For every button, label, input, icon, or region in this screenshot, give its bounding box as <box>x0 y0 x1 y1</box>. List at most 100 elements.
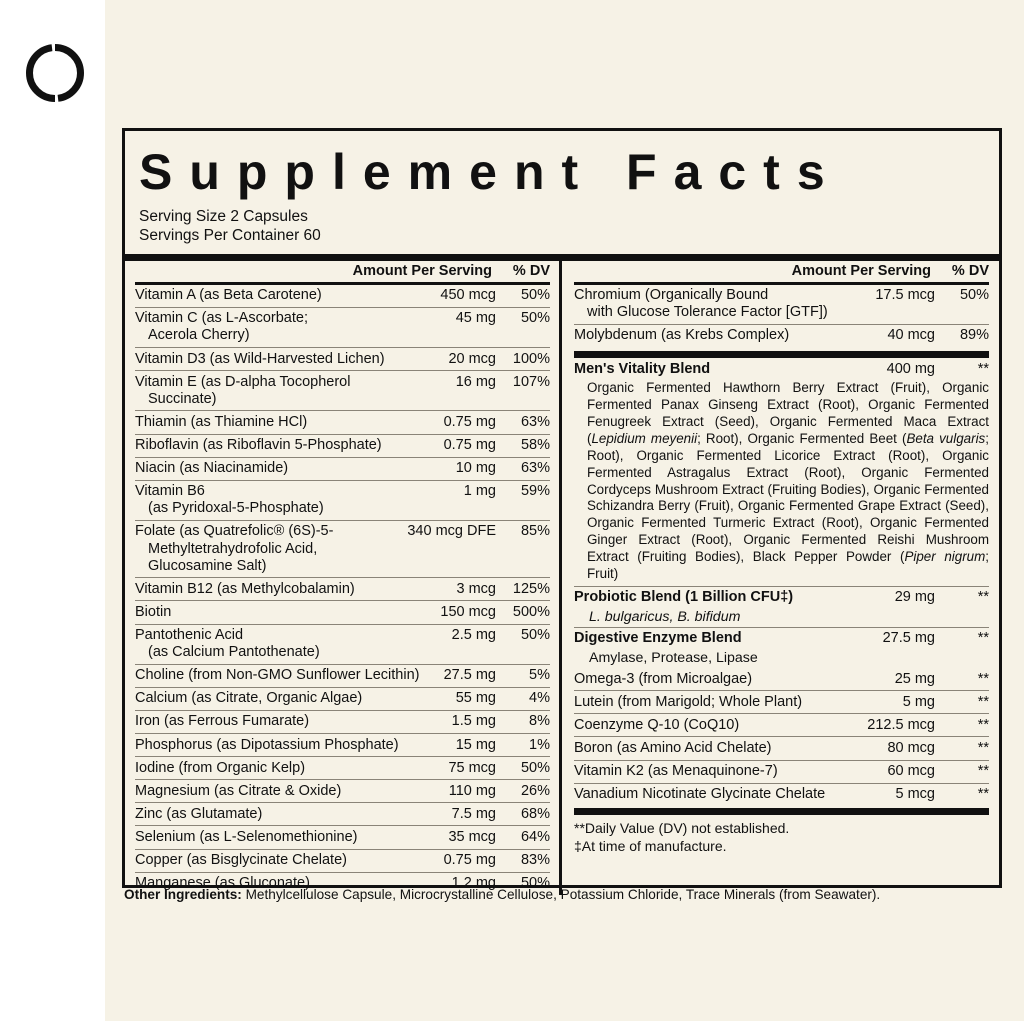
nutrient-dv: 58% <box>520 437 550 454</box>
nutrient-amount: 16 mg <box>455 373 496 390</box>
probiotic-blend-amount: 29 mg <box>894 589 935 606</box>
nutrient-name: Vitamin D3 (as Wild-Harvested Lichen) <box>135 350 385 367</box>
nutrient-name: Phosphorus (as Dipotassium Phosphate) <box>135 736 399 753</box>
nutrient-amount: 0.75 mg <box>443 413 496 430</box>
nutrient-amount: 40 mcg <box>887 327 935 344</box>
facts-columns: Amount Per Serving % DV Vitamin A (as Be… <box>125 260 999 895</box>
nutrient-name: Choline (from Non-GMO Sunflower Lecithin… <box>135 667 420 684</box>
footnote-time-of-manufacture: ‡At time of manufacture. <box>574 837 727 854</box>
nutrient-dv: 50% <box>520 759 550 776</box>
nutrient-amount: 212.5 mcg <box>867 716 935 733</box>
servings-per-container: Servings Per Container 60 <box>139 227 321 245</box>
table-row: Vitamin B12 (as Methylcobalamin) 3 mcg 125… <box>135 577 550 600</box>
nutrient-amount: 20 mcg <box>448 350 496 367</box>
nutrient-amount: 15 mg <box>455 736 496 753</box>
probiotic-blend-dv: ** <box>977 589 989 606</box>
nutrient-amount: 450 mcg <box>440 287 496 304</box>
table-row: Riboflavin (as Riboflavin 5-Phosphate) 0.… <box>135 433 550 457</box>
table-row: Niacin (as Niacinamide) 10 mg 63% <box>135 456 550 480</box>
nutrient-amount: 110 mg <box>448 782 496 799</box>
other-ingredients-text: Methylcellulose Capsule, Microcrystallin… <box>241 887 881 902</box>
nutrient-dv: 63% <box>520 460 550 477</box>
nutrient-amount: 0.75 mg <box>443 437 496 454</box>
table-row: Choline (from Non-GMO Sunflower Lecithin… <box>135 663 550 687</box>
table-row: Thiamin (as Thiamine HCl) 0.75 mg 63% <box>135 410 550 433</box>
nutrient-name: Coenzyme Q-10 (CoQ10) <box>574 716 740 733</box>
nutrient-name: Vanadium Nicotinate Glycinate Chelate <box>574 786 826 803</box>
header-percent-dv-right: % DV <box>951 262 989 279</box>
nutrient-dv: 63% <box>520 413 550 430</box>
table-row: Lutein (from Marigold; Whole Plant) 5 mg *… <box>574 690 989 713</box>
nutrient-amount: 7.5 mg <box>451 805 496 822</box>
nutrient-dv: 50% <box>959 287 989 304</box>
table-row: Pantothenic Acid (as Calcium Pantothenate… <box>135 623 550 664</box>
nutrient-dv: 26% <box>520 782 550 799</box>
vitality-blend-row: Men's Vitality Blend 400 mg ** <box>574 358 989 380</box>
table-row: Molybdenum (as Krebs Complex) 40 mcg 89% <box>574 323 989 347</box>
divider-thick-top <box>125 253 999 261</box>
nutrient-name: Vitamin B6 (as Pyridoxal-5-Phosphate) <box>135 483 464 517</box>
nutrient-name: Riboflavin (as Riboflavin 5-Phosphate) <box>135 437 382 454</box>
right-other-rows: Omega-3 (from Microalgae) 25 mg ** Lutein (… <box>574 668 989 806</box>
nutrient-name: Calcium (as Citrate, Organic Algae) <box>135 690 363 707</box>
nutrient-dv: 89% <box>959 327 989 344</box>
nutrient-dv: 100% <box>512 350 550 367</box>
nutrient-sub-line: Methyltetrahydrofolic Acid, Glucosamine … <box>148 540 318 574</box>
left-nutrient-rows: Vitamin A (as Beta Carotene) 450 mcg 50% Vi… <box>135 285 550 895</box>
nutrient-name: Thiamin (as Thiamine HCl) <box>135 413 308 430</box>
nutrient-dv: ** <box>977 670 989 687</box>
nutrient-dv: 107% <box>512 373 550 390</box>
nutrient-dv: ** <box>977 786 989 803</box>
nutrient-dv: 50% <box>520 875 550 892</box>
table-row: Selenium (as L-Selenomethionine) 35 mcg 64… <box>135 825 550 848</box>
enzyme-blend-row: Digestive Enzyme Blend 27.5 mg ** <box>574 626 989 650</box>
divider-under-right-header <box>574 281 989 285</box>
nutrient-dv: ** <box>977 763 989 780</box>
table-row: Iron (as Ferrous Fumarate) 1.5 mg 8% <box>135 709 550 733</box>
nutrient-dv: 68% <box>520 805 550 822</box>
serving-info: Serving Size 2 Capsules Servings Per Con… <box>125 201 999 250</box>
enzyme-blend-name: Digestive Enzyme Blend <box>574 630 742 647</box>
nutrient-amount: 17.5 mcg <box>875 287 935 304</box>
header-amount-per-serving-right: Amount Per Serving <box>791 262 931 279</box>
split-ring-logo-icon <box>24 42 86 104</box>
nutrient-name: Vitamin C (as L-Ascorbate; Acerola Cherry… <box>135 310 456 344</box>
table-row: Omega-3 (from Microalgae) 25 mg ** <box>574 668 989 690</box>
table-row: Magnesium (as Citrate & Oxide) 110 mg 26% <box>135 779 550 802</box>
nutrient-name: Vitamin K2 (as Menaquinone-7) <box>574 763 778 780</box>
right-column: Amount Per Serving % DV Chromium (Organi… <box>562 261 999 895</box>
table-row: Iodine (from Organic Kelp) 75 mcg 50% <box>135 756 550 779</box>
table-row: Biotin 150 mcg 500% <box>135 600 550 623</box>
nutrient-name: Boron (as Amino Acid Chelate) <box>574 739 772 756</box>
nutrient-name: Folate (as Quatrefolic® (6S)-5- Methyltet… <box>135 523 407 574</box>
nutrient-dv: 8% <box>529 713 550 730</box>
nutrient-dv: 50% <box>520 287 550 304</box>
nutrient-name: Iodine (from Organic Kelp) <box>135 759 306 776</box>
nutrient-sub-line: Acerola Cherry) <box>148 327 250 344</box>
nutrient-name: Omega-3 (from Microalgae) <box>574 670 753 687</box>
table-row: Zinc (as Glutamate) 7.5 mg 68% <box>135 802 550 825</box>
nutrient-amount: 3 mcg <box>456 580 497 597</box>
vitality-blend-dv: ** <box>977 360 989 377</box>
nutrient-dv: 125% <box>512 580 550 597</box>
table-row: Copper (as Bisglycinate Chelate) 0.75 mg 8… <box>135 848 550 872</box>
nutrient-name: Niacin (as Niacinamide) <box>135 460 289 477</box>
right-mineral-rows: Chromium (Organically Bound with Glucose … <box>574 285 989 347</box>
nutrient-name: Pantothenic Acid (as Calcium Pantothenate… <box>135 627 452 661</box>
table-row: Vitamin K2 (as Menaquinone-7) 60 mcg ** <box>574 759 989 783</box>
probiotic-blend-row: Probiotic Blend (1 Billion CFU‡) 29 mg *… <box>574 585 989 609</box>
nutrient-amount: 55 mg <box>455 690 496 707</box>
table-row: Phosphorus (as Dipotassium Phosphate) 15 … <box>135 733 550 756</box>
nutrient-amount: 45 mg <box>455 310 496 327</box>
nutrient-amount: 0.75 mg <box>443 852 496 869</box>
enzyme-blend-amount: 27.5 mg <box>882 630 935 647</box>
nutrient-amount: 5 mcg <box>895 786 936 803</box>
table-row: Vitamin E (as D-alpha Tocopherol Succinat… <box>135 370 550 410</box>
nutrient-name: Vitamin E (as D-alpha Tocopherol Succinat… <box>135 374 456 408</box>
nutrient-dv: 64% <box>520 828 550 845</box>
table-row: Vitamin D3 (as Wild-Harvested Lichen) 20 … <box>135 347 550 370</box>
nutrient-amount: 60 mcg <box>887 763 935 780</box>
enzyme-blend-dv: ** <box>977 630 989 647</box>
table-row: Coenzyme Q-10 (CoQ10) 212.5 mcg ** <box>574 713 989 736</box>
nutrient-dv: 4% <box>529 690 550 707</box>
